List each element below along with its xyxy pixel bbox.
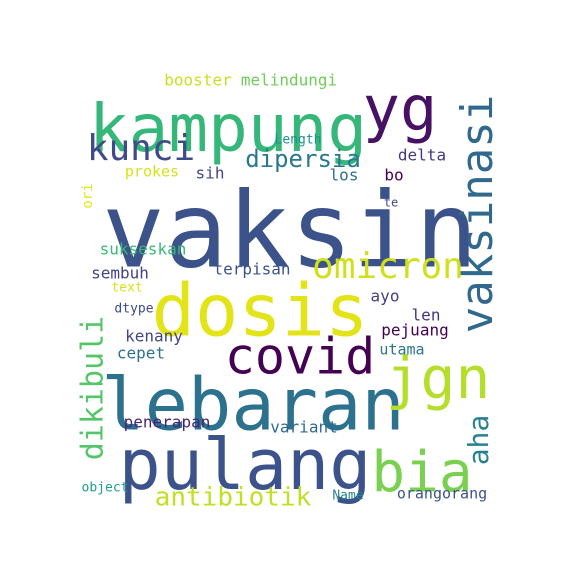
word-te: te [384, 196, 398, 210]
word-prokes: prokes [125, 163, 179, 181]
word-len: len [412, 306, 441, 325]
word-text: text [111, 281, 142, 296]
word-kampung: kampung [89, 90, 367, 167]
word-pulang: pulang [119, 424, 372, 506]
word-vaksinasi: vaksinasi [452, 95, 503, 333]
word-orangorang: orangorang [397, 485, 487, 503]
word-ori: ori [80, 183, 96, 208]
word-kenany: kenany [125, 327, 183, 346]
word-sembuh: sembuh [91, 264, 149, 283]
word-bo: bo [384, 166, 403, 185]
word-bia: bia [371, 440, 472, 505]
word-lebaran: lebaran [101, 363, 404, 447]
word-covid: covid [225, 328, 376, 386]
word-cepet: cepet [117, 344, 165, 363]
word-name: Name [332, 489, 363, 504]
word-jgn: jgn [386, 344, 491, 412]
word-dosis: dosis [152, 269, 369, 353]
word-object: object [82, 481, 129, 496]
word-omicron: omicron [312, 246, 464, 287]
word-utama: utama [379, 341, 424, 359]
word-aha: aha [462, 415, 495, 466]
word-melindungi: melindungi [241, 71, 337, 90]
word-pejuang: pejuang [381, 321, 448, 340]
word-vaksin: vaksin [102, 169, 478, 291]
word-length: Length [275, 133, 322, 148]
word-delta: delta [398, 146, 446, 165]
word-variant: variant [270, 418, 337, 437]
word-sih: sih [196, 164, 225, 183]
word-antibiotik: antibiotik [155, 483, 312, 513]
word-dtype: dtype [114, 302, 153, 317]
word-ayo: ayo [371, 287, 400, 306]
word-dipersia: dipersia [245, 145, 361, 173]
word-kunci: kunci [87, 128, 195, 169]
word-terpisah: terpisah [213, 260, 290, 279]
word-penerapan: penerapan [124, 413, 211, 432]
word-dikibuli: dikibuli [76, 316, 111, 461]
word-booster: booster [164, 71, 232, 90]
word-los: los [330, 166, 359, 185]
word-yg: yg [363, 72, 438, 145]
word-sukseskan: sukseskan [100, 240, 187, 259]
